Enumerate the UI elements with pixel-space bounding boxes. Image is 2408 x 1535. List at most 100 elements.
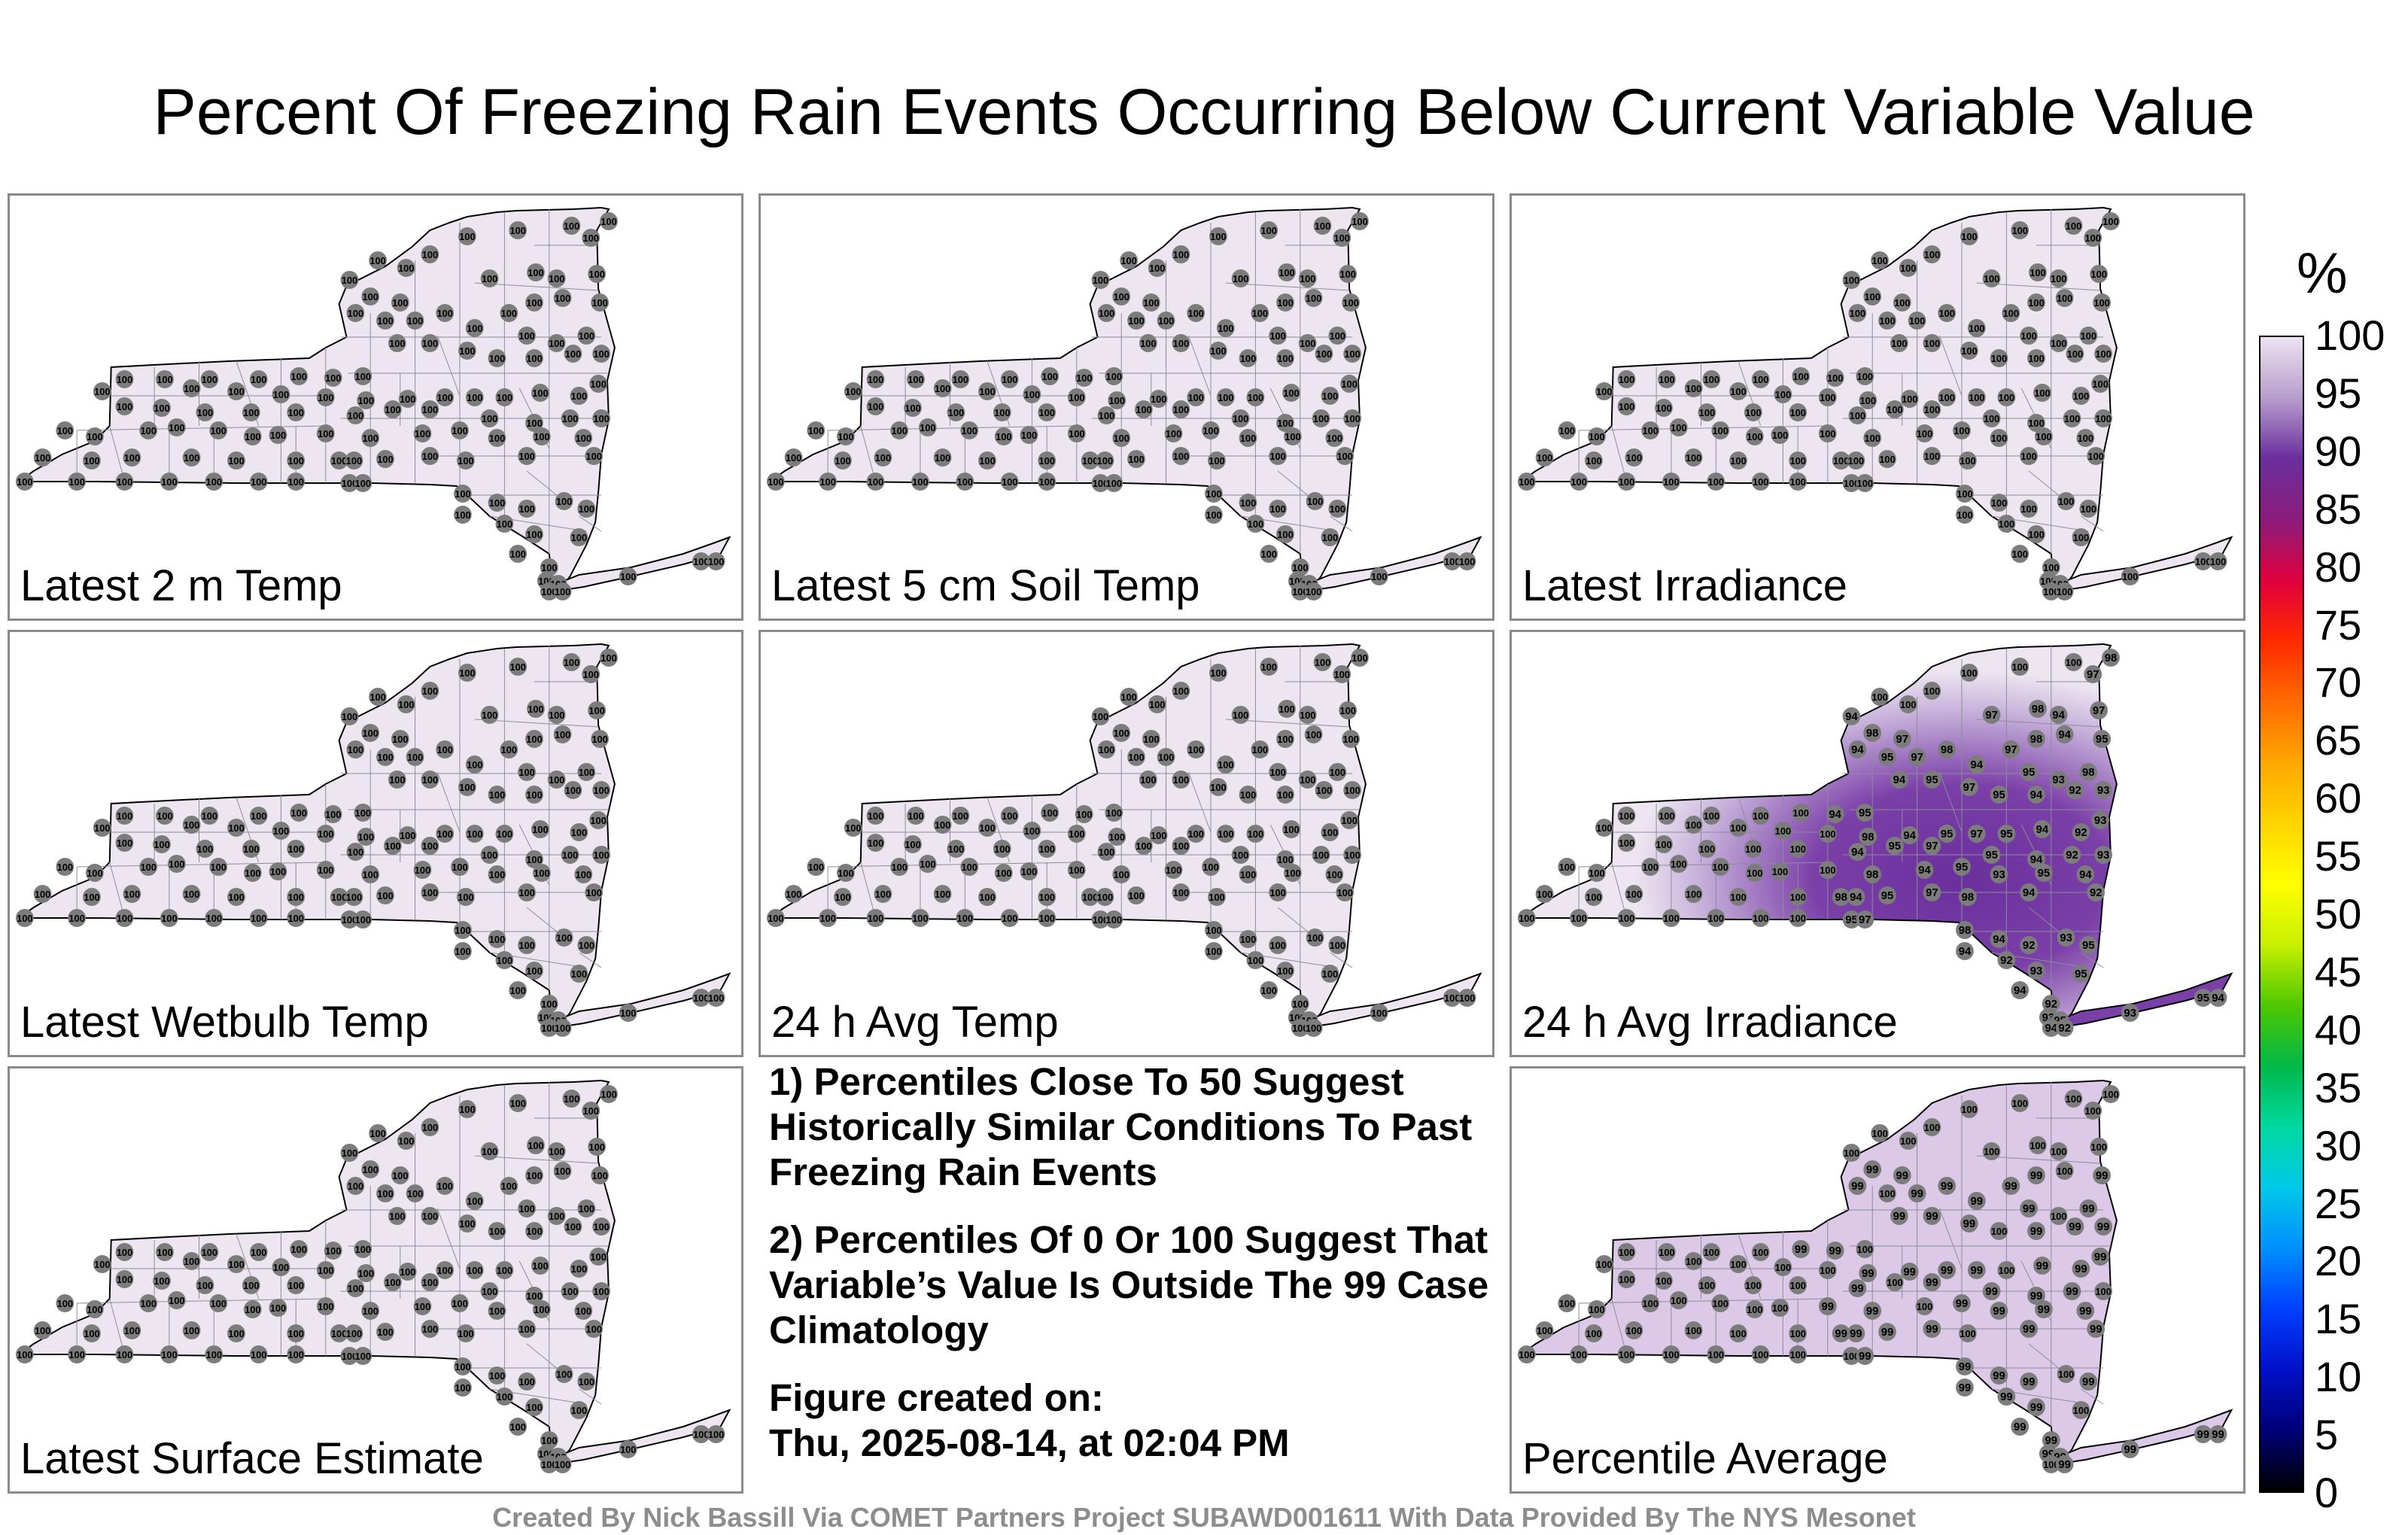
station-marker: 100 (2209, 552, 2227, 570)
svg-text:100: 100 (355, 371, 371, 382)
svg-text:100: 100 (228, 455, 244, 467)
svg-text:99: 99 (2023, 1202, 2036, 1215)
svg-text:100: 100 (1285, 868, 1300, 879)
station-marker: 100 (1312, 846, 1330, 864)
station-marker: 100 (83, 451, 101, 470)
station-marker: 100 (525, 1166, 543, 1184)
svg-text:100: 100 (1671, 422, 1686, 433)
county-boundary (1579, 425, 1828, 431)
station-marker: 100 (454, 506, 472, 524)
station-marker: 100 (488, 865, 506, 883)
svg-text:100: 100 (786, 452, 801, 464)
station-marker: 100 (1172, 771, 1190, 789)
station-marker: 100 (1617, 834, 1636, 852)
svg-text:100: 100 (1704, 374, 1719, 385)
station-marker: 97 (1923, 837, 1941, 855)
svg-text:95: 95 (1956, 861, 1969, 874)
station-marker: 94 (1900, 826, 1919, 844)
station-marker: 100 (1617, 1243, 1636, 1261)
svg-text:100: 100 (1002, 476, 1017, 488)
svg-text:100: 100 (620, 1444, 636, 1455)
station-marker: 99 (1938, 1261, 1956, 1279)
note-percentiles-near-50: 1) Percentiles Close To 50 Suggest Histo… (769, 1060, 1473, 1193)
svg-text:100: 100 (835, 892, 850, 903)
station-marker: 100 (488, 1366, 506, 1385)
station-marker: 100 (1886, 400, 1904, 418)
svg-text:94: 94 (1971, 758, 1984, 771)
svg-text:100: 100 (355, 478, 371, 489)
station-marker: 100 (1127, 748, 1145, 766)
station-marker: 100 (1915, 1297, 1934, 1315)
svg-text:100: 100 (1519, 1349, 1534, 1360)
station-marker: 100 (1923, 400, 1941, 418)
station-marker: 100 (1744, 403, 1762, 421)
colorbar-tick-label: 50 (2315, 890, 2362, 938)
station-marker: 100 (1209, 664, 1227, 682)
svg-text:100: 100 (1619, 913, 1634, 924)
svg-text:100: 100 (600, 652, 616, 664)
station-marker: 100 (93, 382, 111, 400)
station-marker: 100 (1120, 688, 1138, 706)
station-marker: 99 (1863, 1160, 1882, 1178)
svg-text:100: 100 (422, 404, 438, 415)
svg-text:100: 100 (912, 913, 928, 924)
station-marker: 100 (495, 825, 514, 843)
svg-text:100: 100 (1330, 330, 1345, 342)
svg-text:100: 100 (398, 699, 414, 710)
svg-text:100: 100 (532, 824, 548, 835)
station-marker: 100 (561, 409, 579, 427)
station-marker: 100 (585, 883, 604, 901)
svg-text:100: 100 (489, 433, 505, 444)
svg-text:100: 100 (458, 455, 473, 467)
svg-text:97: 97 (2087, 668, 2099, 681)
svg-text:98: 98 (1862, 831, 1874, 843)
station-marker: 100 (1108, 828, 1126, 846)
station-marker: 100 (1239, 429, 1257, 447)
station-marker: 100 (182, 885, 201, 903)
svg-text:94: 94 (1845, 710, 1858, 723)
station-marker: 100 (527, 263, 545, 281)
svg-text:100: 100 (1730, 892, 1746, 903)
svg-text:100: 100 (154, 1275, 169, 1287)
svg-text:99: 99 (2036, 1260, 2049, 1272)
svg-text:100: 100 (2090, 1141, 2106, 1153)
station-marker: 100 (2094, 1282, 2112, 1300)
station-marker: 97 (1967, 825, 1986, 843)
station-marker: 100 (1260, 981, 1278, 999)
svg-text:100: 100 (1173, 840, 1189, 852)
station-marker: 100 (807, 858, 825, 876)
svg-text:100: 100 (1128, 454, 1144, 465)
svg-text:99: 99 (1926, 1323, 1938, 1336)
svg-text:100: 100 (1158, 315, 1174, 327)
svg-text:100: 100 (68, 476, 84, 488)
svg-text:98: 98 (1959, 924, 1972, 937)
station-marker: 100 (562, 217, 581, 235)
station-marker: 93 (2057, 929, 2075, 947)
station-marker: 100 (406, 1184, 424, 1202)
svg-text:100: 100 (1663, 476, 1679, 488)
station-marker: 100 (1269, 500, 1287, 518)
svg-text:100: 100 (935, 819, 950, 831)
svg-text:100: 100 (1024, 389, 1040, 400)
station-marker: 100 (1707, 473, 1725, 491)
station-marker: 100 (562, 653, 581, 671)
station-marker: 100 (2027, 525, 2045, 543)
station-marker: 100 (564, 781, 582, 799)
station-marker: 100 (1871, 688, 1889, 706)
svg-text:100: 100 (290, 807, 306, 819)
station-marker: 100 (509, 221, 528, 239)
station-marker: 100 (518, 327, 536, 345)
svg-text:100: 100 (1619, 837, 1634, 849)
county-boundary (1579, 862, 1828, 868)
station-marker: 100 (123, 1321, 141, 1339)
svg-text:100: 100 (509, 1098, 525, 1109)
svg-text:99: 99 (2030, 1401, 2043, 1414)
station-marker: 100 (589, 811, 608, 829)
svg-text:100: 100 (362, 291, 378, 302)
svg-text:100: 100 (1444, 992, 1460, 1004)
svg-text:100: 100 (318, 828, 333, 840)
station-marker: 100 (2055, 289, 2074, 307)
svg-text:100: 100 (1187, 744, 1203, 755)
svg-text:100: 100 (1655, 403, 1671, 414)
